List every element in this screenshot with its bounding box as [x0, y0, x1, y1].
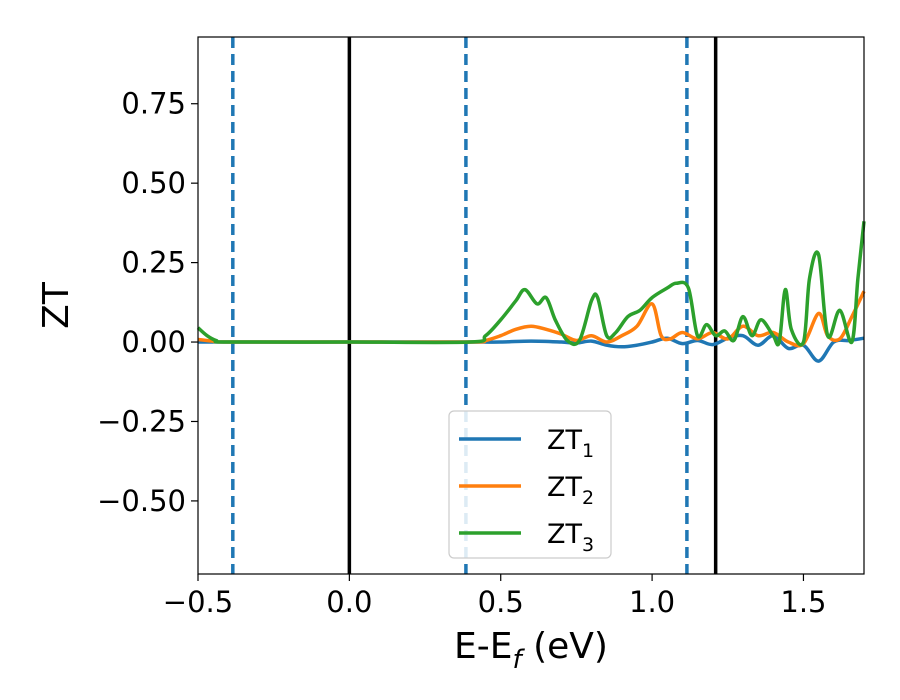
y-axis-ticks: −0.50 −0.25 0.00 0.25 0.50 0.75 — [97, 87, 198, 518]
legend-label-zt3: ZT3 — [547, 519, 594, 556]
x-axis-label: E-Ef (eV) — [454, 626, 608, 675]
y-tick-label: 0.75 — [121, 87, 186, 121]
x-tick-label: 0.0 — [326, 585, 372, 619]
series-line-zt3 — [196, 221, 866, 347]
legend-box — [448, 410, 612, 559]
y-axis-label: ZT — [36, 281, 77, 329]
series-lines — [196, 221, 866, 363]
x-axis-ticks: −0.5 0.0 0.5 1.0 1.5 — [163, 574, 827, 619]
x-tick-label: 1.5 — [780, 585, 826, 619]
legend: ZT1 ZT2 ZT3 — [448, 410, 612, 559]
plot-frame — [197, 36, 865, 575]
series-line-zt1 — [197, 333, 865, 363]
y-tick-label: −0.25 — [97, 404, 186, 438]
x-tick-label: 1.0 — [629, 585, 675, 619]
legend-label-zt2: ZT2 — [547, 472, 594, 509]
y-tick-label: 0.25 — [121, 246, 186, 280]
y-tick-label: −0.50 — [97, 484, 186, 518]
legend-label-zt1: ZT1 — [547, 425, 594, 462]
y-tick-label: 0.00 — [121, 325, 186, 359]
x-tick-label: −0.5 — [163, 585, 233, 619]
y-tick-label: 0.50 — [121, 166, 186, 200]
x-tick-label: 0.5 — [478, 585, 524, 619]
